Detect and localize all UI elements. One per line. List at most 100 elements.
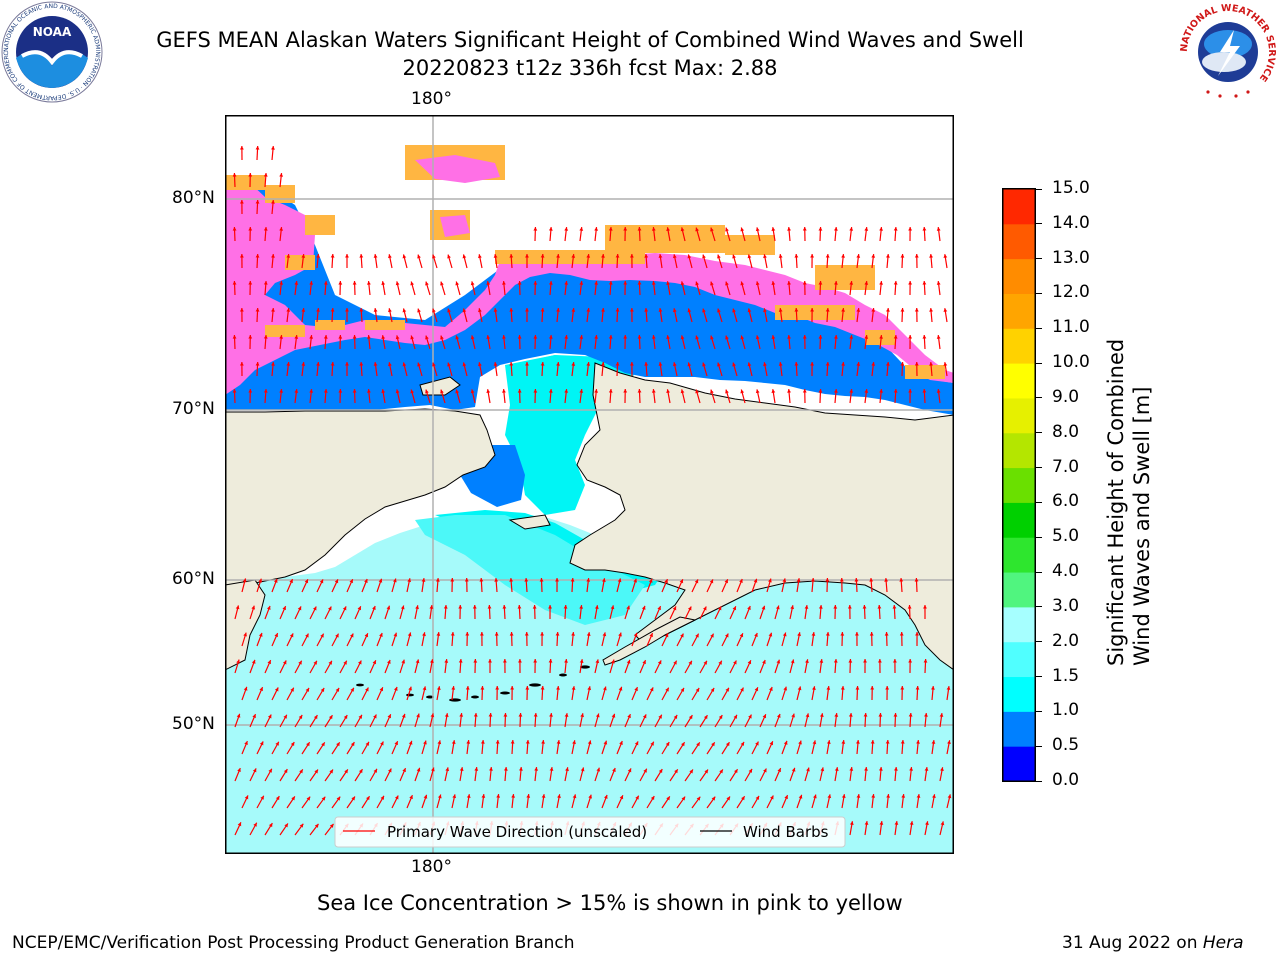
wave-arrow-head xyxy=(564,227,569,231)
wave-arrow-head xyxy=(540,632,544,636)
wave-arrow-head xyxy=(372,660,377,665)
wave-arrow-head xyxy=(922,281,927,285)
wave-arrow-head xyxy=(696,796,701,801)
wave-arrow-head xyxy=(373,308,378,312)
wave-arrow-head xyxy=(349,633,354,638)
wave-arrow-head xyxy=(343,660,347,665)
wave-arrow-head xyxy=(255,146,260,150)
wave-arrow-head xyxy=(688,660,692,665)
colorbar-segment xyxy=(1003,189,1035,225)
colorbar-segment xyxy=(1003,641,1035,678)
colorbar-tick-mark xyxy=(1036,780,1042,782)
wave-arrow-head xyxy=(350,687,354,692)
wave-arrow-head xyxy=(447,308,451,313)
wave-arrow-head xyxy=(437,740,442,745)
colorbar-tick-mark xyxy=(1036,292,1042,294)
wave-arrow-head xyxy=(854,578,859,582)
wave-arrow-head xyxy=(790,659,795,664)
wave-arrow-head xyxy=(681,742,685,747)
wave-arrow-head xyxy=(379,632,383,637)
wave-arrow-head xyxy=(359,362,364,366)
wave-arrow-head xyxy=(415,605,419,610)
colorbar-segment xyxy=(1003,537,1035,573)
wave-arrow-head xyxy=(564,335,569,339)
wave-arrow-head xyxy=(603,794,608,799)
wave-arrow-head xyxy=(266,605,271,610)
wave-arrow-head xyxy=(587,740,592,745)
wave-arrow-head xyxy=(834,713,839,717)
colorbar-tick-label: 2.0 xyxy=(1052,630,1080,651)
ice-patch-small xyxy=(440,215,470,237)
wave-arrow-head xyxy=(869,578,874,582)
wave-arrow-head xyxy=(450,632,455,636)
wave-arrow-head xyxy=(709,579,714,584)
st-lawrence-island xyxy=(508,514,551,530)
wave-arrow-head xyxy=(623,281,628,285)
wave-arrow-head xyxy=(540,686,545,690)
wave-arrow-head xyxy=(931,686,935,690)
wave-arrow-head xyxy=(864,821,869,825)
wave-arrow-head xyxy=(879,227,883,231)
wave-direction-arrows xyxy=(232,145,952,836)
wave-arrow-head xyxy=(493,362,498,366)
wave-arrow-head xyxy=(401,659,406,664)
wave-arrow-head xyxy=(783,686,788,691)
wave-arrow-head xyxy=(336,742,340,747)
wave-arrow-head xyxy=(855,686,860,690)
wave-arrow-head xyxy=(673,714,678,719)
wave-arrow-head xyxy=(455,335,460,340)
colorbar-tick-mark xyxy=(1036,467,1042,469)
wave-arrow-head xyxy=(702,308,706,313)
colorbar-tick-label: 0.0 xyxy=(1052,770,1080,790)
wave-arrow-head xyxy=(394,795,399,800)
wave-arrow-head xyxy=(359,254,364,258)
wave-arrow-head xyxy=(594,281,599,285)
wave-arrow-head xyxy=(407,578,412,583)
sea-ice-caption: Sea Ice Concentration > 15% is shown in … xyxy=(317,891,903,915)
wave-arrow-head xyxy=(373,254,378,258)
wave-arrow-head xyxy=(357,606,362,611)
colorbar-segment xyxy=(1003,676,1035,712)
wave-arrow-head xyxy=(602,632,607,637)
wave-arrow-head xyxy=(755,389,760,394)
wave-arrow-head xyxy=(502,389,506,393)
wave-arrow-head xyxy=(790,605,795,610)
wave-arrow-head xyxy=(279,227,284,231)
wave-arrow-head xyxy=(260,795,264,800)
sea-ice-pink xyxy=(225,183,954,395)
wave-arrow-head xyxy=(908,389,913,393)
colorbar-tick-mark xyxy=(1036,362,1042,364)
wave-arrow-head xyxy=(810,362,815,366)
wave-arrow-head xyxy=(239,200,244,204)
wave-arrow-head xyxy=(825,578,830,582)
wave-arrow-head xyxy=(776,659,781,664)
wave-arrow-head xyxy=(283,769,288,774)
wave-arrow-head xyxy=(407,632,412,637)
wave-arrow-head xyxy=(320,687,325,692)
wave-arrow-head xyxy=(564,659,568,663)
wave-arrow-head xyxy=(579,659,584,663)
wave-arrow-head xyxy=(680,281,685,286)
wave-arrow-head xyxy=(893,227,898,231)
wave-arrow-head xyxy=(503,713,508,717)
wave-arrow-head xyxy=(755,795,760,800)
wave-arrow-head xyxy=(623,389,628,393)
wave-arrow-head xyxy=(608,281,613,285)
wave-arrow-head xyxy=(893,713,898,717)
wave-arrow-head xyxy=(493,254,498,258)
wave-arrow-head xyxy=(886,308,890,312)
wave-arrow-head xyxy=(587,686,592,691)
ice-patch-north xyxy=(415,155,500,183)
wave-arrow-head xyxy=(571,686,576,690)
wave-arrow-head xyxy=(533,227,538,231)
wave-arrow-head xyxy=(664,579,668,584)
wave-arrow-head xyxy=(255,308,260,312)
wave-arrow-head xyxy=(309,281,314,285)
wave-arrow-head xyxy=(672,606,677,611)
wave-arrow-head xyxy=(486,281,491,285)
wave-arrow-head xyxy=(775,605,780,610)
wave-arrow-head xyxy=(818,281,823,285)
wave-arrow-head xyxy=(479,578,484,582)
wave-arrow-head xyxy=(487,605,492,609)
wave-arrow-head xyxy=(893,659,897,663)
